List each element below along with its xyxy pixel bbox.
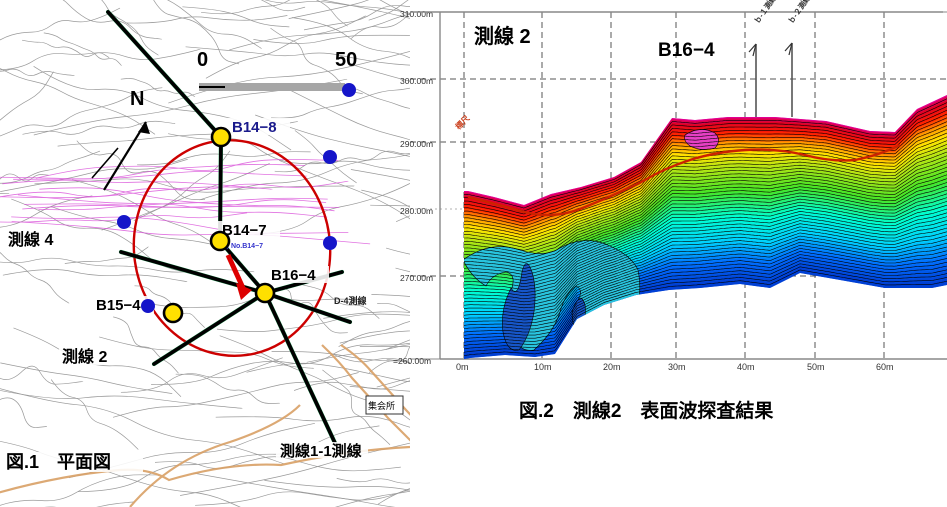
svg-text:10m: 10m [534,362,552,372]
svg-text:測線 2: 測線 2 [474,24,531,48]
svg-text:測線1-1測線: 測線1-1測線 [280,442,362,460]
svg-text:0m: 0m [456,362,469,372]
svg-text:測線 2: 測線 2 [62,347,107,366]
svg-text:D-4測線: D-4測線 [334,295,367,306]
svg-text:B15−4: B15−4 [96,297,141,314]
svg-text:30m: 30m [668,362,686,372]
svg-text:290.00m: 290.00m [400,139,433,149]
svg-text:B14−8: B14−8 [232,119,277,136]
svg-text:60m: 60m [876,362,894,372]
svg-text:310.00m: 310.00m [400,9,433,19]
svg-text:270.00m: 270.00m [400,273,433,283]
svg-text:図.1 平面図: 図.1 平面図 [6,452,111,472]
svg-text:300.00m: 300.00m [400,76,433,86]
svg-text:50m: 50m [807,362,825,372]
svg-text:=260.00m: =260.00m [393,356,431,366]
svg-text:N: N [130,88,144,110]
svg-text:図.2 測線2 表面波探査結果: 図.2 測線2 表面波探査結果 [519,399,773,422]
svg-text:40m: 40m [737,362,755,372]
svg-text:280.00m: 280.00m [400,206,433,216]
svg-text:B16−4: B16−4 [658,40,715,61]
svg-text:測線 4: 測線 4 [8,230,53,249]
svg-text:50: 50 [335,49,357,71]
svg-text:0: 0 [197,49,208,71]
svg-text:20m: 20m [603,362,621,372]
svg-text:B16−4: B16−4 [271,267,316,284]
